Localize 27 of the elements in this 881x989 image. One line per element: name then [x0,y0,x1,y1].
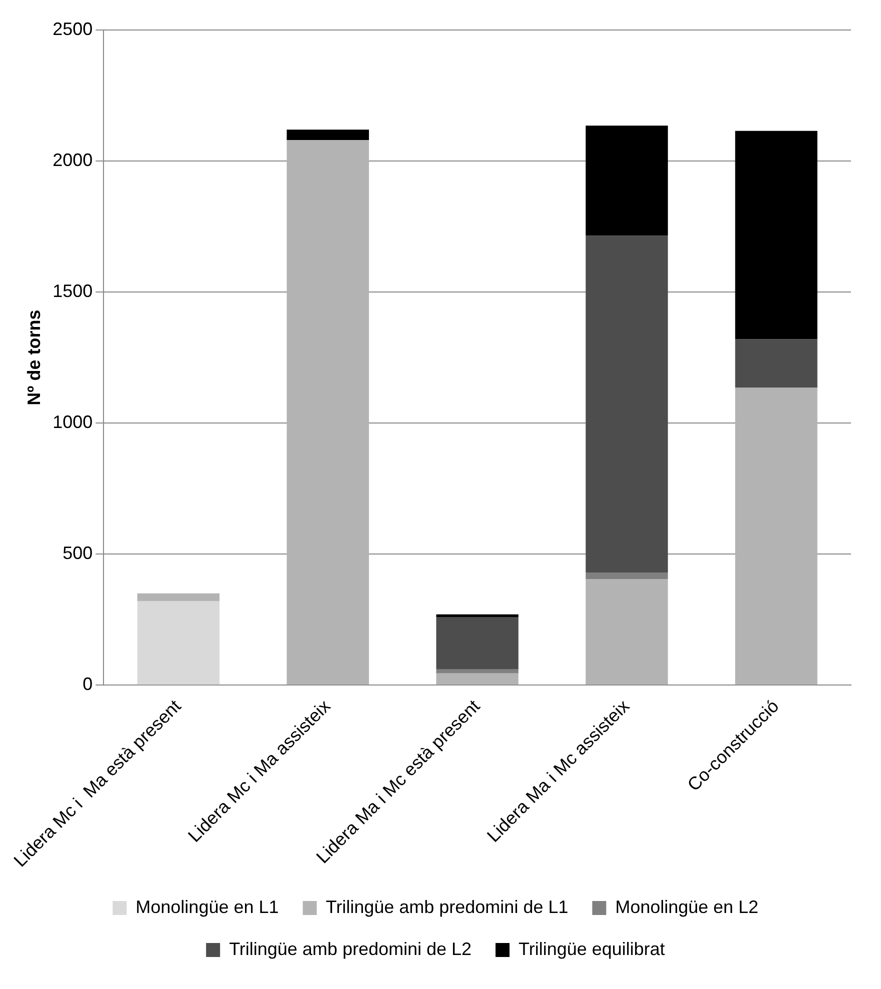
bar [436,617,518,670]
y-tick-label: 2000 [52,150,93,170]
legend-label: Monolingüe en L2 [615,896,758,917]
bar [286,130,369,140]
legend-label: Trilingüe equilibrat [518,938,665,959]
y-tick-label: 1500 [52,281,93,302]
y-tick-label: 500 [62,543,93,564]
bar [436,669,518,674]
y-tick-label: 0 [82,674,93,694]
legend-label: Monolingüe en L1 [136,896,279,917]
bar [735,130,818,340]
bar [586,236,668,572]
y-tick-label: 1000 [52,412,93,432]
bar [735,388,818,685]
bar [286,140,369,685]
y-tick-label: 2500 [52,18,93,39]
bar [586,572,668,580]
bar [586,579,668,685]
legend-label: Trilingüe amb predomini de L2 [229,938,472,959]
bar [137,601,220,685]
y-axis-title: Nº de torns [24,310,44,406]
bar [137,593,220,602]
bar [436,673,518,685]
bar [436,614,518,618]
legend-label: Trilingüe amb predomini de L1 [326,896,568,917]
bar [586,126,668,236]
bar [735,339,818,388]
